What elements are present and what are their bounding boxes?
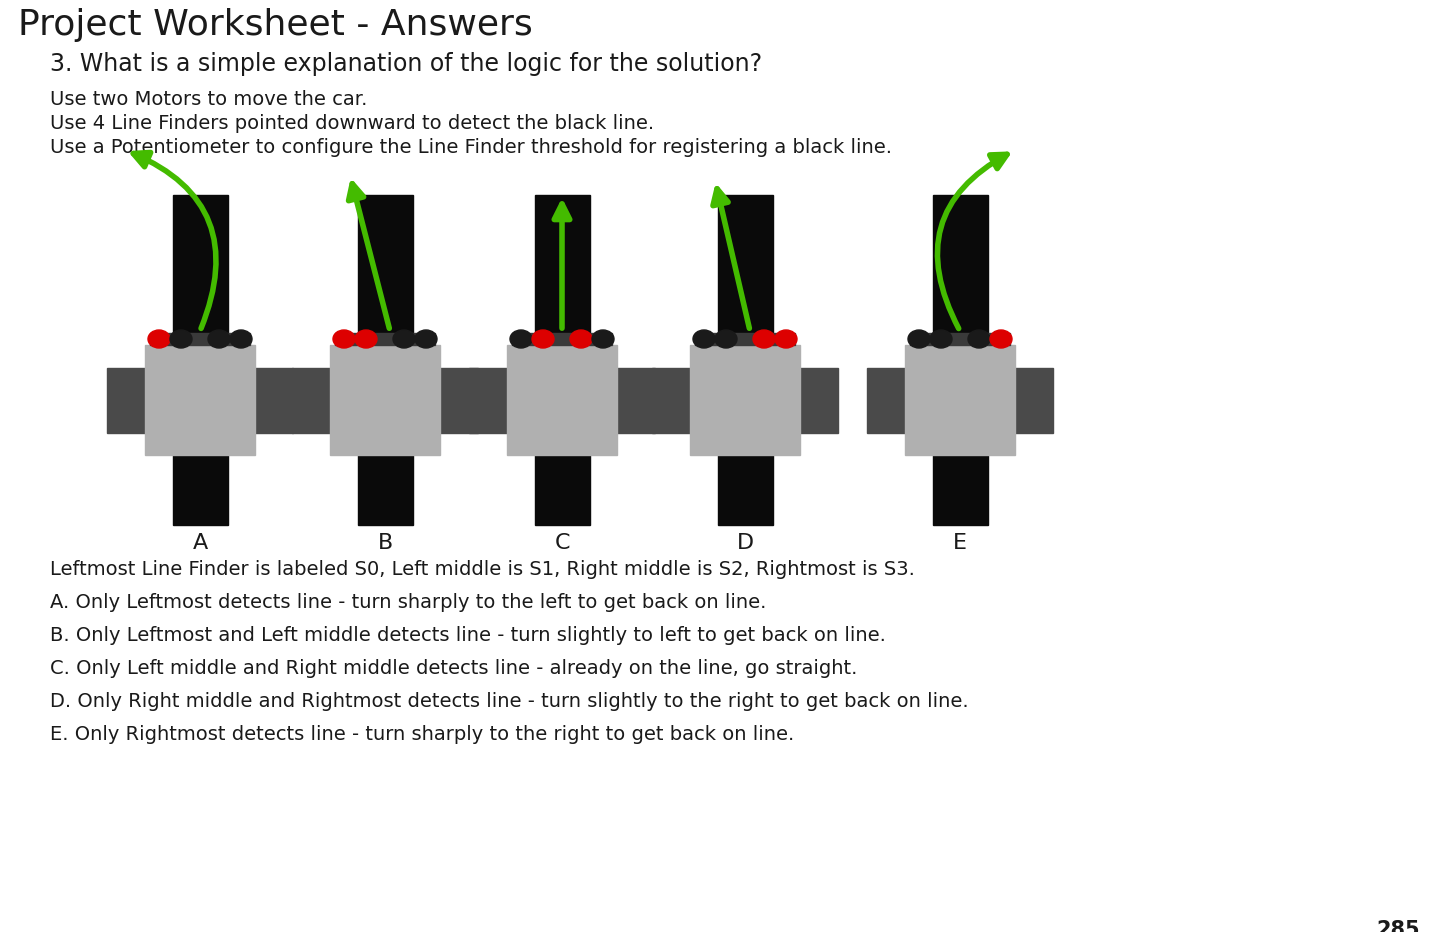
Bar (357, 195, 412, 525)
Text: Leftmost Line Finder is labeled S0, Left middle is S1, Right middle is S2, Right: Leftmost Line Finder is labeled S0, Left… (50, 560, 914, 579)
Text: A: A (193, 533, 207, 553)
Bar (910, 333, 1009, 345)
Ellipse shape (716, 330, 737, 348)
Bar (150, 333, 251, 345)
Text: 285: 285 (1377, 920, 1420, 932)
Ellipse shape (592, 330, 613, 348)
Text: A. Only Leftmost detects line - turn sharply to the left to get back on line.: A. Only Leftmost detects line - turn sha… (50, 593, 766, 612)
Bar (292, 367, 330, 432)
Bar (513, 333, 612, 345)
Text: Use 4 Line Finders pointed downward to detect the black line.: Use 4 Line Finders pointed downward to d… (50, 114, 654, 133)
Text: 3. What is a simple explanation of the logic for the solution?: 3. What is a simple explanation of the l… (50, 52, 762, 76)
Ellipse shape (356, 330, 377, 348)
Text: D. Only Right middle and Rightmost detects line - turn slightly to the right to : D. Only Right middle and Rightmost detec… (50, 692, 969, 711)
Ellipse shape (693, 330, 716, 348)
Bar (173, 195, 228, 525)
Text: Use two Motors to move the car.: Use two Motors to move the car. (50, 90, 367, 109)
Text: B. Only Leftmost and Left middle detects line - turn slightly to left to get bac: B. Only Leftmost and Left middle detects… (50, 626, 886, 645)
Ellipse shape (415, 330, 436, 348)
Ellipse shape (230, 330, 252, 348)
Bar (904, 345, 1015, 455)
Ellipse shape (510, 330, 531, 348)
Ellipse shape (930, 330, 952, 348)
Bar (652, 367, 690, 432)
Ellipse shape (333, 330, 356, 348)
Ellipse shape (753, 330, 775, 348)
Bar (933, 195, 988, 525)
Bar (145, 345, 255, 455)
Ellipse shape (991, 330, 1012, 348)
Bar (534, 195, 589, 525)
Bar (801, 367, 838, 432)
Text: B: B (377, 533, 393, 553)
Text: Project Worksheet - Answers: Project Worksheet - Answers (17, 8, 533, 42)
Bar (107, 367, 145, 432)
Text: E. Only Rightmost detects line - turn sharply to the right to get back on line.: E. Only Rightmost detects line - turn sh… (50, 725, 795, 744)
Ellipse shape (148, 330, 170, 348)
Bar (616, 367, 655, 432)
Ellipse shape (570, 330, 592, 348)
Ellipse shape (775, 330, 796, 348)
Ellipse shape (909, 330, 930, 348)
Ellipse shape (170, 330, 192, 348)
Ellipse shape (207, 330, 230, 348)
Ellipse shape (968, 330, 991, 348)
Bar (469, 367, 507, 432)
Bar (507, 345, 616, 455)
Bar (330, 345, 441, 455)
Ellipse shape (393, 330, 415, 348)
Text: D: D (736, 533, 753, 553)
Ellipse shape (531, 330, 554, 348)
Text: Use a Potentiometer to configure the Line Finder threshold for registering a bla: Use a Potentiometer to configure the Lin… (50, 138, 891, 157)
Text: C. Only Left middle and Right middle detects line - already on the line, go stra: C. Only Left middle and Right middle det… (50, 659, 857, 678)
Bar (696, 333, 795, 345)
Bar (255, 367, 292, 432)
Text: C: C (554, 533, 570, 553)
Bar (336, 333, 435, 345)
Bar (867, 367, 904, 432)
Text: E: E (953, 533, 968, 553)
Bar (441, 367, 478, 432)
Bar (717, 195, 772, 525)
Bar (690, 345, 801, 455)
Bar (1015, 367, 1053, 432)
